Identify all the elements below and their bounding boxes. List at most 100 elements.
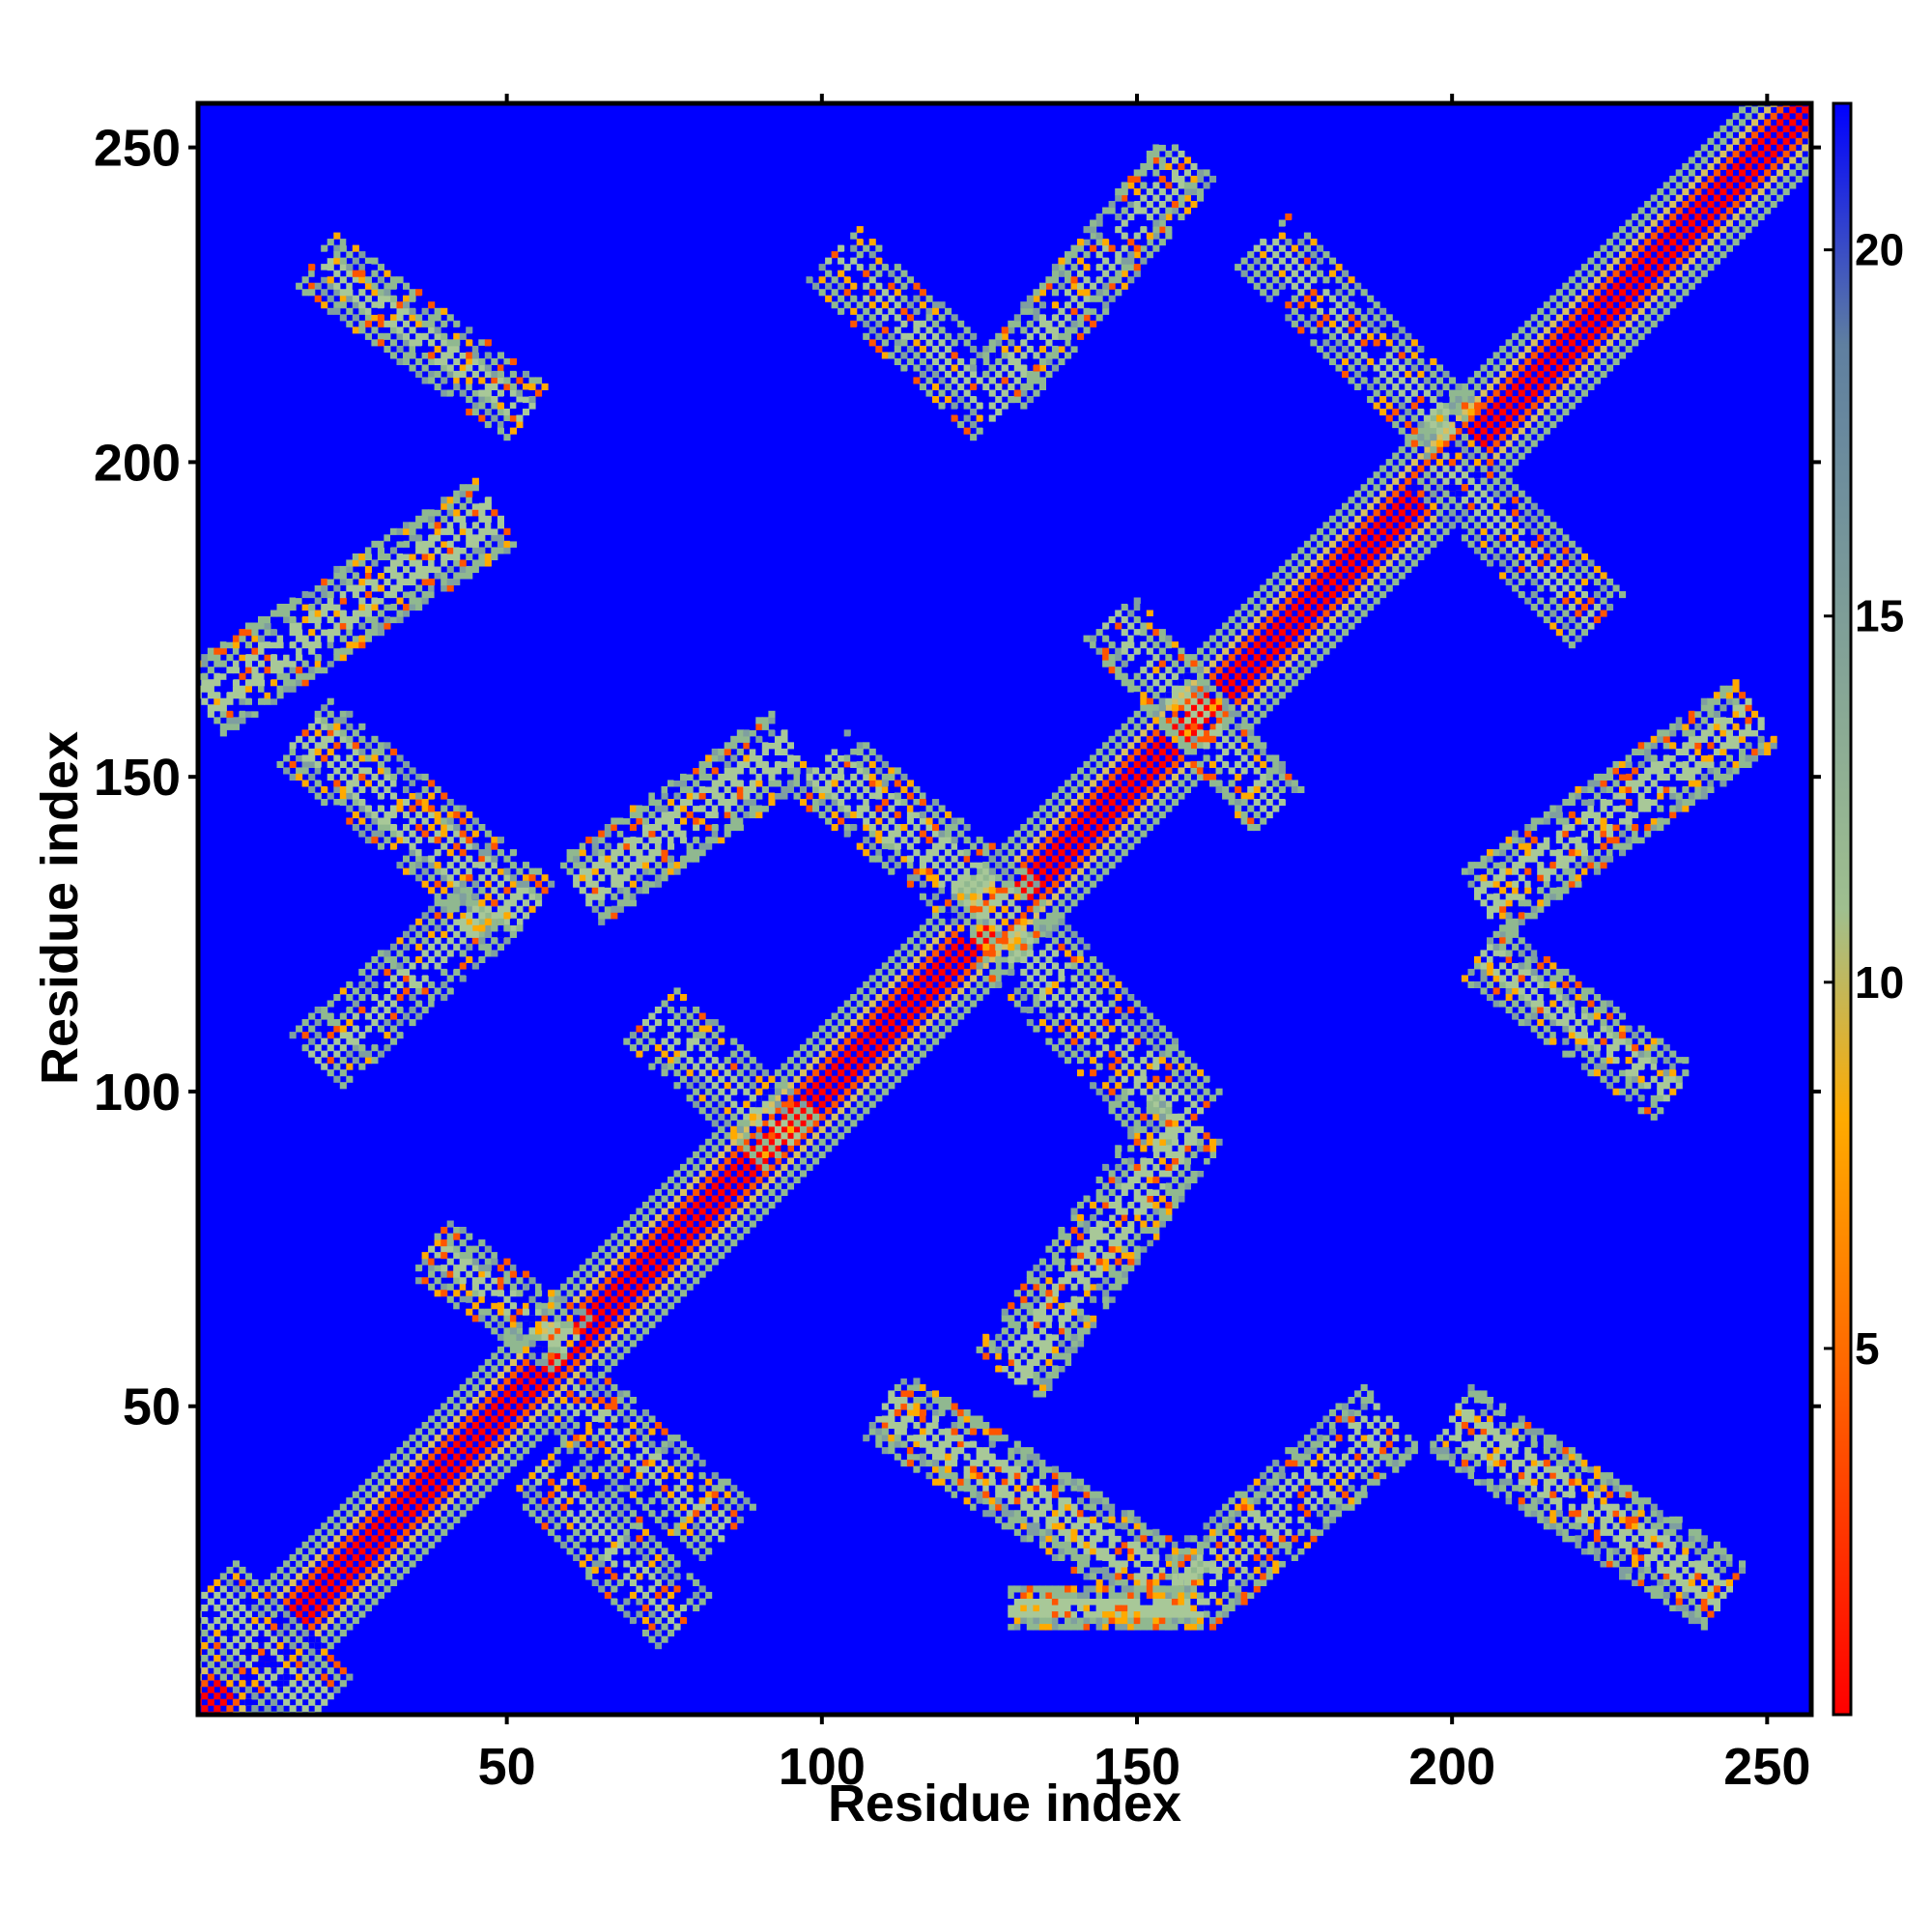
heatmap-cell xyxy=(232,1573,240,1580)
heatmap-cell xyxy=(623,1465,631,1473)
heatmap-cell xyxy=(258,1648,266,1656)
heatmap-cell xyxy=(1739,131,1747,139)
heatmap-cell xyxy=(396,534,404,542)
heatmap-cell xyxy=(673,1295,681,1303)
heatmap-cell xyxy=(1795,112,1803,120)
heatmap-cell xyxy=(364,1491,372,1498)
heatmap-cell xyxy=(535,1333,543,1341)
heatmap-cell xyxy=(339,799,347,807)
heatmap-cell xyxy=(906,1012,914,1020)
heatmap-cell xyxy=(440,855,448,863)
heatmap-cell xyxy=(1707,137,1715,145)
heatmap-cell xyxy=(1650,295,1658,302)
heatmap-cell xyxy=(1657,188,1664,196)
heatmap-cell xyxy=(1278,616,1286,624)
heatmap-cell xyxy=(881,987,889,995)
heatmap-cell xyxy=(384,622,391,630)
heatmap-cell xyxy=(1580,276,1588,284)
heatmap-cell xyxy=(346,1050,354,1058)
heatmap-cell xyxy=(850,1069,858,1077)
heatmap-cell xyxy=(1751,144,1759,152)
heatmap-cell xyxy=(611,1346,618,1353)
heatmap-cell xyxy=(484,364,492,372)
heatmap-cell xyxy=(516,905,524,913)
heatmap-cell xyxy=(339,1032,347,1039)
heatmap-cell xyxy=(1083,887,1091,895)
heatmap-cell xyxy=(296,748,303,755)
heatmap-cell xyxy=(535,1283,543,1291)
heatmap-cell xyxy=(1342,565,1350,573)
heatmap-cell xyxy=(1650,194,1658,202)
heatmap-cell xyxy=(327,295,334,302)
heatmap-cell xyxy=(768,1100,776,1108)
heatmap-cell xyxy=(491,1290,498,1297)
heatmap-cell xyxy=(333,565,341,573)
heatmap-cell xyxy=(1751,169,1759,177)
heatmap-cell xyxy=(296,1025,303,1033)
heatmap-cell xyxy=(428,994,436,1002)
heatmap-cell xyxy=(641,1409,649,1417)
heatmap-cell xyxy=(283,616,291,624)
heatmap-cell xyxy=(641,1460,649,1467)
heatmap-cell xyxy=(1083,862,1091,869)
heatmap-cell xyxy=(497,905,504,913)
heatmap-cell xyxy=(1203,641,1210,649)
heatmap-cell xyxy=(358,1522,366,1530)
heatmap-cell xyxy=(585,1383,593,1391)
heatmap-cell xyxy=(308,1548,316,1555)
heatmap-cell xyxy=(390,805,398,812)
heatmap-cell xyxy=(321,704,328,712)
heatmap-cell xyxy=(239,1591,246,1599)
heatmap-cell xyxy=(1045,924,1053,932)
heatmap-cell xyxy=(308,1698,316,1706)
heatmap-cell xyxy=(503,905,511,913)
heatmap-cell xyxy=(409,1497,416,1505)
heatmap-cell xyxy=(919,1050,926,1058)
heatmap-cell xyxy=(616,1315,624,1322)
heatmap-cell xyxy=(945,962,952,970)
heatmap-cell xyxy=(875,1044,883,1052)
heatmap-cell xyxy=(339,729,347,737)
heatmap-cell xyxy=(1568,301,1576,309)
heatmap-cell xyxy=(466,497,473,504)
heatmap-cell xyxy=(314,295,322,302)
heatmap-cell xyxy=(321,276,328,284)
heatmap-cell xyxy=(1115,767,1122,775)
heatmap-cell xyxy=(951,994,958,1002)
heatmap-cell xyxy=(680,1176,688,1183)
heatmap-cell xyxy=(1713,244,1720,252)
heatmap-cell xyxy=(333,244,341,252)
heatmap-cell xyxy=(491,837,498,844)
heatmap-cell xyxy=(1077,830,1085,838)
heatmap-cell xyxy=(314,1553,322,1561)
heatmap-cell xyxy=(680,1605,688,1612)
heatmap-cell xyxy=(1133,799,1141,807)
heatmap-cell xyxy=(673,1447,681,1455)
heatmap-cell xyxy=(736,1208,744,1215)
heatmap-cell xyxy=(503,1428,511,1435)
heatmap-cell xyxy=(598,1283,606,1291)
heatmap-cell xyxy=(390,616,398,624)
heatmap-cell xyxy=(296,1560,303,1568)
heatmap-cell xyxy=(1108,785,1116,793)
heatmap-cell xyxy=(1272,647,1280,655)
heatmap-cell xyxy=(264,616,271,624)
heatmap-cell xyxy=(1385,471,1393,479)
heatmap-cell xyxy=(226,1692,234,1700)
heatmap-cell xyxy=(276,604,284,611)
heatmap-cell xyxy=(579,1472,586,1480)
heatmap-cell xyxy=(301,672,309,680)
heatmap-cell xyxy=(308,1661,316,1668)
heatmap-cell xyxy=(1329,591,1337,599)
heatmap-cell xyxy=(1461,396,1468,404)
heatmap-cell xyxy=(1367,540,1375,548)
heatmap-cell xyxy=(1675,244,1683,252)
heatmap-cell xyxy=(453,893,461,900)
heatmap-cell xyxy=(611,1283,618,1291)
heatmap-cell xyxy=(661,1233,668,1240)
heatmap-cell xyxy=(339,735,347,743)
heatmap-cell xyxy=(749,1157,756,1165)
heatmap-cell xyxy=(421,352,429,359)
heatmap-cell xyxy=(800,1094,808,1102)
heatmap-cell xyxy=(1537,396,1545,404)
